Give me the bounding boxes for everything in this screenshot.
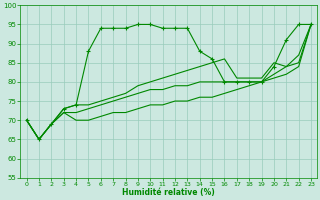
X-axis label: Humidité relative (%): Humidité relative (%)	[123, 188, 215, 197]
